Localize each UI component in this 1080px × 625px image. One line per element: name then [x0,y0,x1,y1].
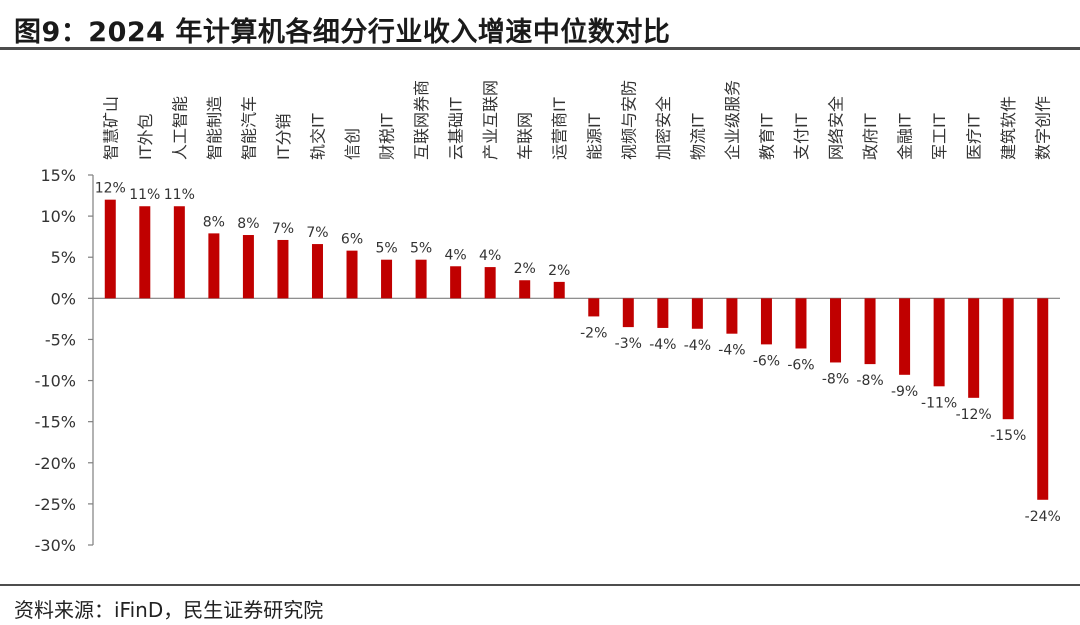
data-label: 6% [341,232,363,248]
bar [761,298,772,344]
bar [692,298,703,328]
category-label: 财税IT [378,113,397,160]
data-label: 2% [514,261,536,277]
y-tick-label: 15% [40,166,76,185]
bar [830,298,841,362]
category-label: 金融IT [896,113,915,160]
bar [519,280,530,298]
bar [623,298,634,327]
data-label: 4% [445,247,467,263]
category-label: 物流IT [688,113,707,160]
data-label: -4% [718,343,745,359]
y-tick-label: 5% [51,248,76,267]
category-label: 军工IT [930,113,949,160]
category-label: 运营商IT [550,97,569,160]
bar [968,298,979,397]
data-label: 2% [548,263,570,279]
data-label: -11% [921,395,957,411]
bottom-divider [0,584,1080,586]
data-label: -9% [891,384,918,400]
data-label: 8% [203,214,225,230]
category-label: 视频与安防 [619,80,638,160]
data-label: -2% [580,325,607,341]
bar [588,298,599,316]
bar-chart: 15% 10% 5% 0% -5% -10% -15% -20% -25% -30% 12% 智慧矿山… [0,52,1080,582]
y-tick-label: -20% [35,454,76,473]
data-label: 11% [129,187,160,203]
bar [485,267,496,298]
data-label: -3% [615,336,642,352]
category-label: 能源IT [585,113,604,160]
category-label: 信创 [343,128,362,160]
y-tick-label: -15% [35,413,76,432]
bar [899,298,910,374]
category-label: 加密安全 [654,96,673,160]
category-label: 医疗IT [965,113,984,160]
category-label: IT外包 [136,114,155,161]
bar [1037,298,1048,499]
category-label: 云基础IT [447,97,466,160]
bar [381,260,392,299]
bar [865,298,876,364]
category-label: 支付IT [792,113,811,160]
y-tick-label: -5% [45,330,76,349]
data-label: -6% [787,357,814,373]
data-label: -6% [753,353,780,369]
bar [174,206,185,298]
category-label: 人工智能 [170,96,189,160]
data-label: 7% [306,225,328,241]
data-label: -24% [1025,509,1061,525]
top-divider [0,47,1080,50]
data-label: 4% [479,248,501,264]
bar [347,251,358,299]
category-label: 智能制造 [205,96,224,160]
data-label: -15% [990,428,1026,444]
bar [139,206,150,298]
data-label: -8% [856,373,883,389]
y-tick-label: 10% [40,207,76,226]
category-label: 政府IT [861,113,880,160]
data-label: -12% [956,407,992,423]
bar [657,298,668,328]
bar [208,233,219,298]
bar [243,235,254,298]
category-label: IT分销 [274,114,293,161]
bar [726,298,737,333]
chart-title: 图9：2024 年计算机各细分行业收入增速中位数对比 [14,10,670,49]
category-label: 智慧矿山 [101,96,120,160]
bar [934,298,945,386]
category-label: 智能汽车 [239,96,258,160]
data-label: -4% [649,337,676,353]
data-label: -4% [684,338,711,354]
bar [416,260,427,299]
category-label: 建筑软件 [999,96,1018,160]
data-label: 5% [410,241,432,257]
bar [554,282,565,298]
y-tick-label: -30% [35,536,76,555]
bar [312,244,323,298]
category-label: 互联网券商 [412,80,431,160]
category-label: 数字创作 [1034,96,1053,160]
bar [1003,298,1014,419]
bar [105,200,116,299]
y-tick-label: 0% [51,289,76,308]
data-label: 11% [164,187,195,203]
y-tick-label: -25% [35,495,76,514]
data-label: 7% [272,221,294,237]
data-label: 5% [375,241,397,257]
y-tick-label: -10% [35,372,76,391]
data-label: 12% [95,181,126,197]
data-label: 8% [237,216,259,232]
bar [450,266,461,298]
category-label: 产业互联网 [481,80,500,160]
source-note: 资料来源：iFinD，民生证券研究院 [14,594,323,623]
category-label: 企业级服务 [723,80,742,160]
category-label: 网络安全 [827,96,846,160]
data-label: -8% [822,371,849,387]
category-label: 车联网 [516,112,535,160]
bar [277,240,288,298]
category-label: 教育IT [757,113,776,160]
category-label: 轨交IT [308,113,327,160]
bar [795,298,806,348]
